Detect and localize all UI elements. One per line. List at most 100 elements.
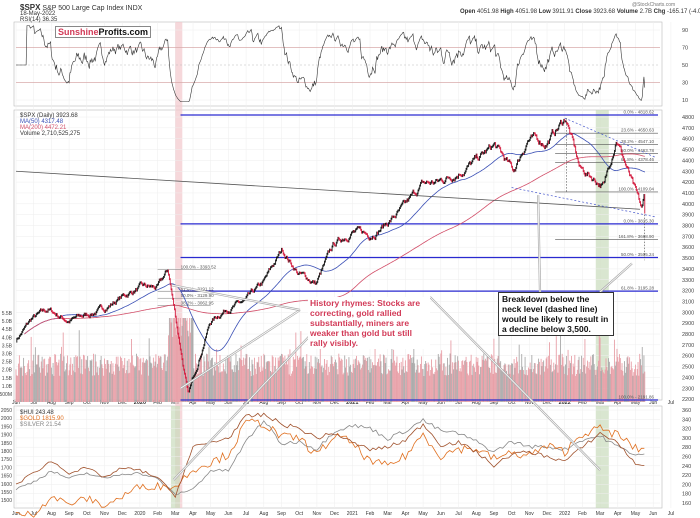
x-tick-label: Mar	[383, 511, 392, 517]
hui-tick-label: 220	[682, 473, 691, 479]
hui-tick-label: 180	[682, 492, 691, 498]
price-tick-label: 3600	[682, 245, 694, 251]
x-tick-label: May	[206, 511, 216, 517]
x-tick-label: Jun	[12, 400, 20, 406]
price-tick-label: 4000	[682, 202, 694, 208]
callout-pointer	[180, 309, 301, 389]
x-tick-label: Apr	[614, 400, 622, 406]
price-tick-label: 2900	[682, 321, 694, 327]
ohlc-key: High	[500, 9, 516, 15]
hui-tick-label: 320	[682, 427, 691, 433]
x-tick-label: Jun	[224, 511, 232, 517]
fib-level-label: 61.8% - 3195.28	[621, 286, 655, 291]
x-tick-label: Mar	[171, 511, 180, 517]
green-highlight-band	[595, 406, 609, 508]
ohlc-key: Volume	[616, 9, 640, 15]
x-tick-label: Dec	[543, 511, 552, 517]
credit: @StockCharts.com	[632, 2, 676, 8]
x-tick-label: Jun	[224, 400, 232, 406]
x-tick-label: Oct	[508, 400, 516, 406]
callout-pointer	[173, 324, 321, 481]
hui-tick-label: 200	[682, 482, 691, 488]
x-tick-label: Jun	[437, 511, 445, 517]
ohlc-key: Close	[575, 9, 594, 15]
trend-line	[15, 170, 641, 210]
ohlc-value: 4051.98	[515, 9, 539, 15]
x-tick-label: Oct	[295, 511, 303, 517]
price-tick-label: 3500	[682, 256, 694, 262]
main-legend: $SPX (Daily) 3923.68 MA(50) 4317.48 MA(2…	[20, 113, 80, 137]
volume-tick-label: 4.5B	[2, 327, 13, 333]
ohlc-key: Chg	[653, 9, 667, 15]
x-tick-label: Jun	[437, 400, 445, 406]
x-tick-label: Jun	[649, 511, 657, 517]
volume-tick-label: 3.5B	[2, 343, 13, 349]
x-tick-label: 2020	[134, 400, 146, 406]
fib-level-label: 23.6% - 4650.63	[621, 128, 655, 133]
green-highlight-band	[170, 406, 180, 508]
price-tick-label: 2400	[682, 375, 694, 381]
price-tick-label: 4700	[682, 126, 694, 132]
legend-spx: $SPX (Daily) 3923.68	[20, 113, 78, 119]
x-tick-label: Sep	[489, 511, 498, 517]
hui-tick-label: 240	[682, 464, 691, 470]
x-tick-label: Sep	[277, 511, 286, 517]
legend-gold: $GOLD 1815.90	[20, 416, 64, 422]
rsi-tick-label: 30	[682, 81, 688, 87]
x-tick-label: Feb	[366, 511, 375, 517]
x-tick-label: Aug	[259, 400, 268, 406]
index-name: S&P 500 Large Cap Index INDX	[42, 5, 143, 12]
gold-tick-label: 1800	[1, 449, 12, 455]
volume-tick-label: 5.0B	[2, 319, 13, 325]
gold-tick-label: 1650	[1, 474, 12, 480]
x-tick-label: Nov	[312, 400, 321, 406]
x-tick-label: Mar	[596, 400, 605, 406]
ma50-line	[24, 133, 646, 352]
x-tick-label: May	[418, 400, 428, 406]
sunshine-profits-logo: SunshineProfits.com	[55, 26, 152, 38]
hui-tick-label: 300	[682, 436, 691, 442]
breakdown-annotation: Breakdown below the neck level (dashed l…	[498, 292, 614, 336]
gold-tick-label: 2050	[1, 408, 12, 414]
x-tick-label: Dec	[118, 400, 127, 406]
gold-tick-label: 1550	[1, 490, 12, 496]
price-tick-label: 2300	[682, 386, 694, 392]
gold-tick-label: 1750	[1, 457, 12, 463]
symbol: $SPX	[20, 3, 41, 12]
x-tick-label: Oct	[83, 400, 91, 406]
price-tick-label: 3300	[682, 278, 694, 284]
callout-pointer	[599, 263, 633, 293]
crash-highlight-band	[175, 22, 183, 508]
fib-level-label: 161.8% - 3668.90	[618, 234, 654, 239]
x-tick-label: Dec	[330, 511, 339, 517]
x-tick-label: May	[206, 400, 216, 406]
callout-pointer	[537, 195, 541, 293]
x-tick-label: Jul	[668, 400, 674, 406]
legend-ma200: MA(200) 4472.21	[20, 125, 67, 131]
x-tick-label: Sep	[65, 400, 74, 406]
x-tick-label: Aug	[259, 511, 268, 517]
x-tick-label: Apr	[402, 511, 410, 517]
x-tick-label: Feb	[366, 400, 375, 406]
price-tick-label: 3100	[682, 299, 694, 305]
x-tick-label: Feb	[153, 511, 162, 517]
legend-volume: Volume 2,710,525,275	[20, 131, 81, 137]
price-tick-label: 4100	[682, 191, 694, 197]
volume-tick-label: 1.5B	[2, 376, 13, 382]
ohlc-value: 3923.68	[593, 9, 617, 15]
rsi-tick-label: 70	[682, 46, 688, 52]
history-rhymes-annotation: History rhymes: Stocks are correcting, g…	[308, 297, 430, 349]
x-tick-label: Oct	[508, 511, 516, 517]
x-tick-label: Jul	[668, 511, 674, 517]
x-tick-label: Feb	[153, 400, 162, 406]
fib-level-label: 61.8% - 4378.46	[621, 157, 655, 162]
x-tick-label: May	[631, 400, 641, 406]
volume-tick-label: 2.0B	[2, 368, 13, 374]
price-tick-label: 4500	[682, 148, 694, 154]
fib-level-label: 100.0% - 2191.86	[618, 394, 654, 399]
x-tick-label: Aug	[472, 400, 481, 406]
x-tick-label: Oct	[295, 400, 303, 406]
price-tick-label: 2800	[682, 332, 694, 338]
hui-tick-label: 160	[682, 501, 691, 507]
chart-date: 18-May-2022	[20, 11, 56, 17]
